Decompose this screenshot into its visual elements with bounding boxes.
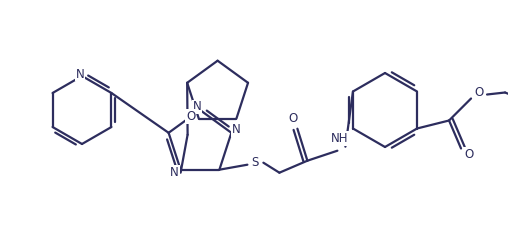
Text: S: S: [251, 156, 259, 169]
Text: N: N: [170, 166, 179, 179]
Text: O: O: [464, 148, 473, 161]
Text: N: N: [232, 123, 241, 136]
Text: O: O: [474, 86, 484, 99]
Text: N: N: [193, 100, 201, 114]
Text: NH: NH: [331, 132, 348, 145]
Text: N: N: [76, 68, 84, 80]
Text: O: O: [289, 112, 298, 125]
Text: O: O: [186, 110, 196, 123]
